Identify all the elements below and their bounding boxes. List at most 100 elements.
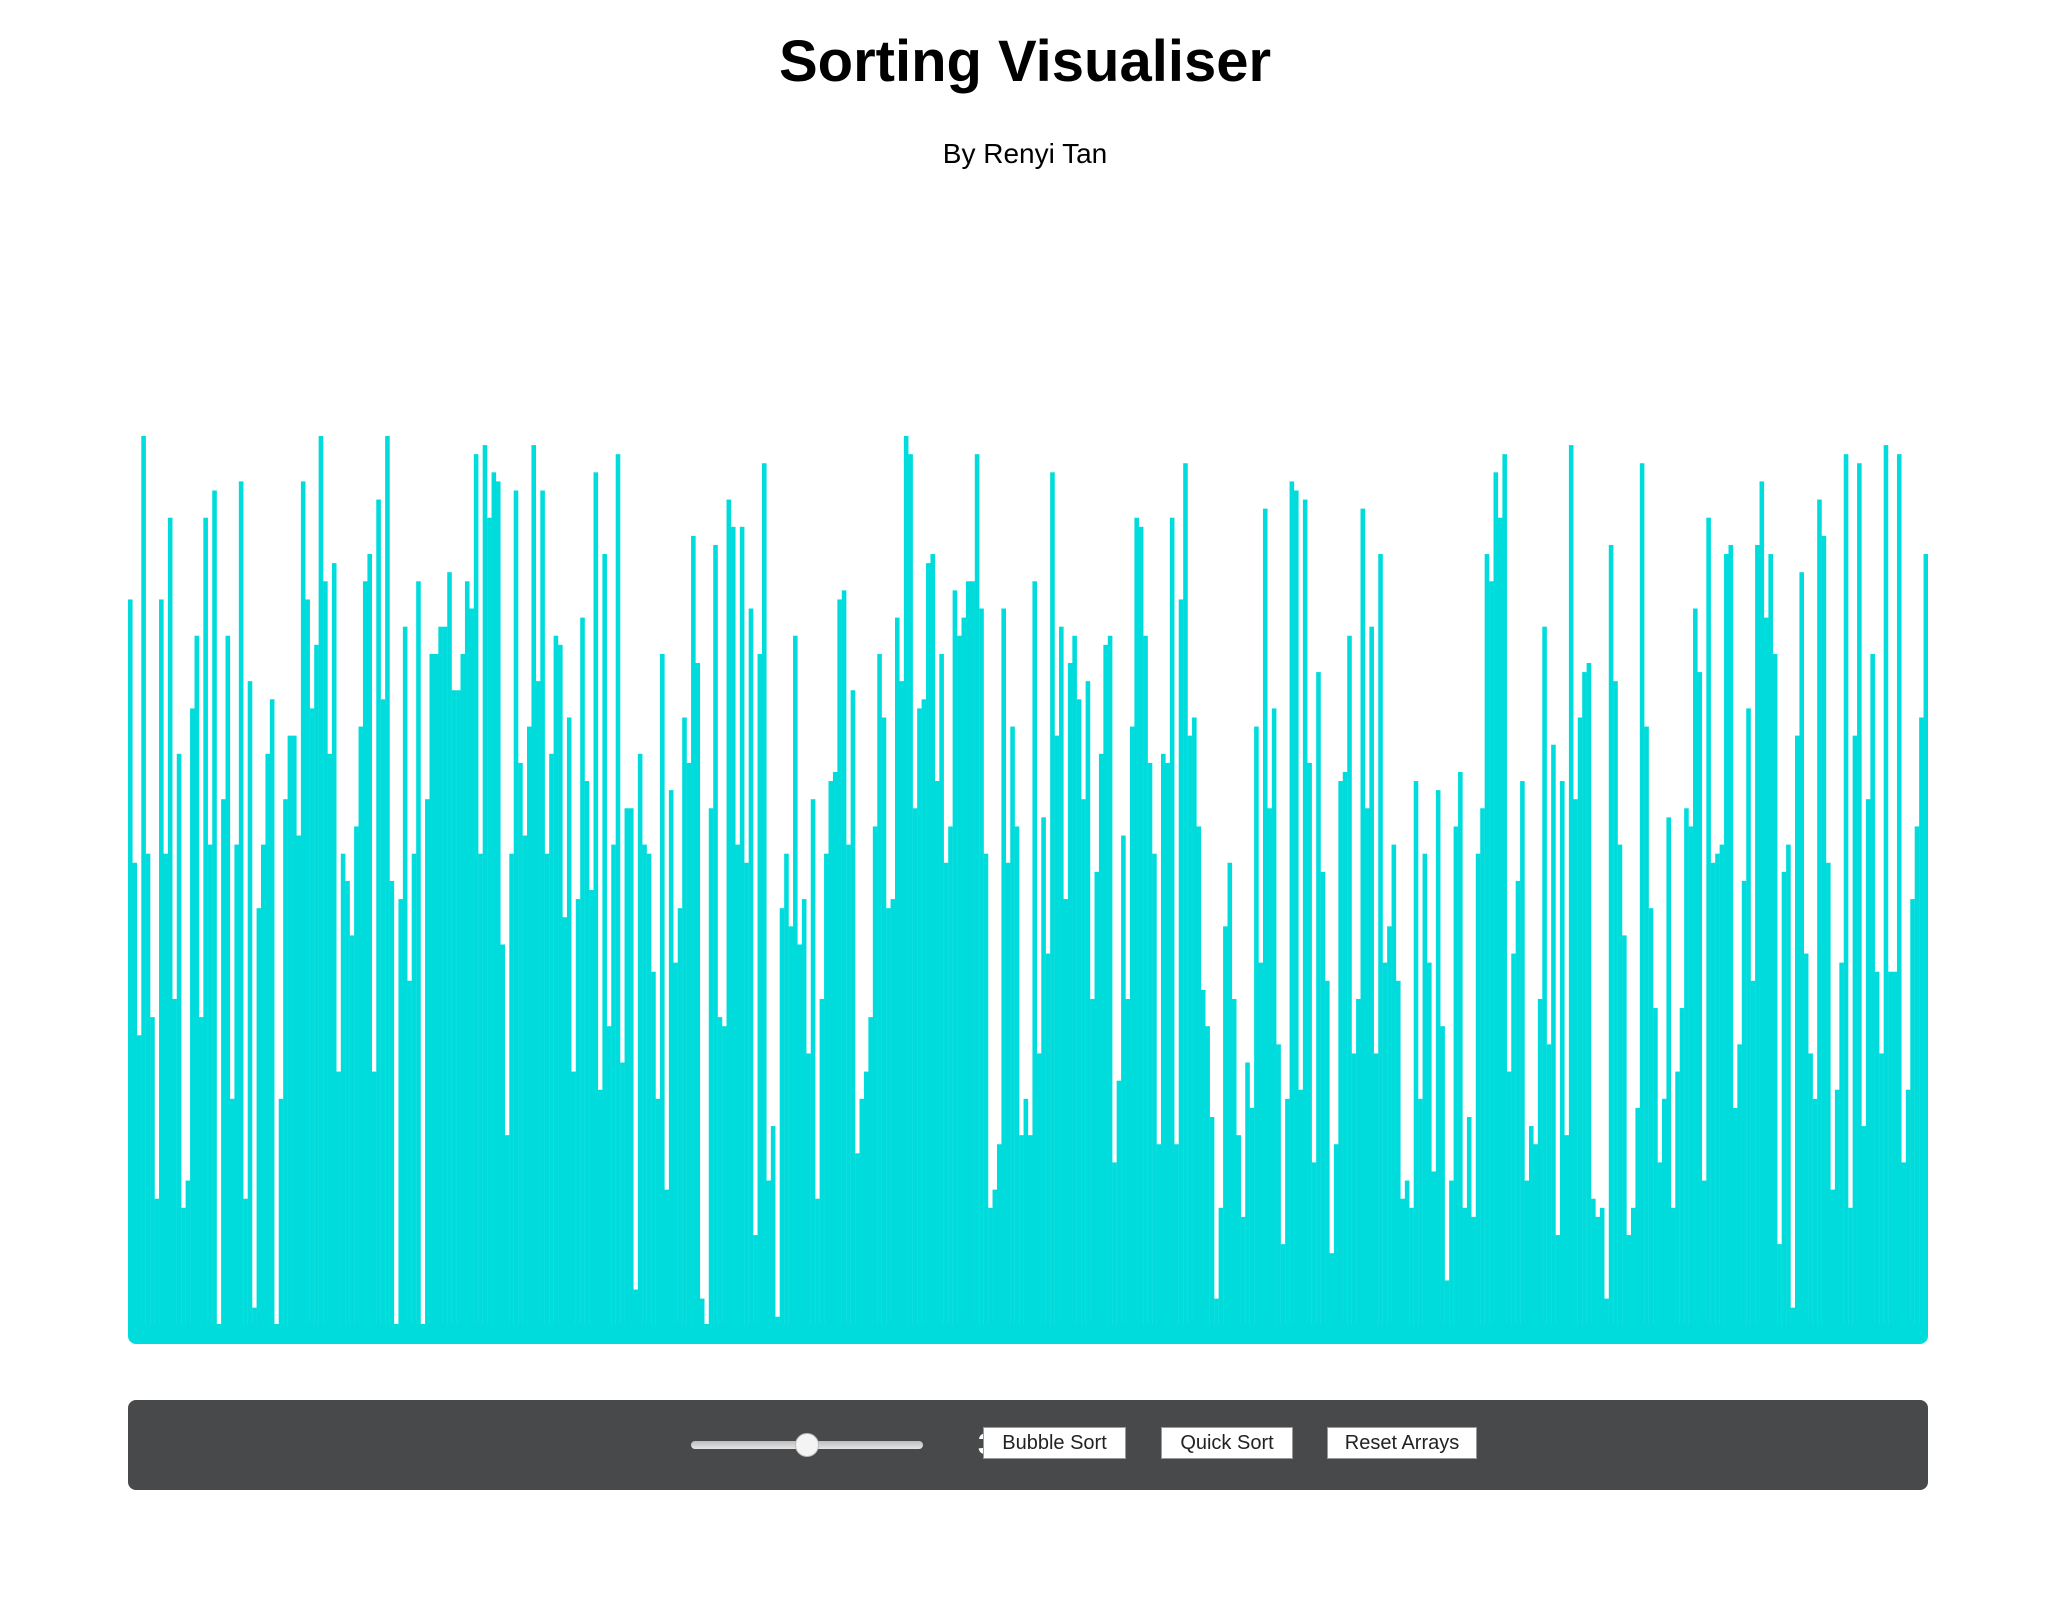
array-bar	[198, 1017, 204, 1336]
array-bar	[1076, 699, 1082, 1336]
array-bar	[761, 463, 767, 1336]
array-bar	[451, 690, 457, 1336]
array-bar	[292, 735, 297, 1336]
array-bar	[1786, 844, 1791, 1336]
array-bar	[1223, 926, 1228, 1336]
array-bar	[793, 635, 798, 1336]
array-bar	[620, 1062, 625, 1336]
array-bar	[243, 1198, 248, 1336]
array-bar	[1205, 1026, 1210, 1336]
array-bar	[606, 1026, 612, 1336]
reset-arrays-button[interactable]: Reset Arrays	[1327, 1427, 1477, 1459]
array-bar	[1329, 1253, 1335, 1336]
array-bar	[1125, 998, 1131, 1336]
quick-sort-button[interactable]: Quick Sort	[1161, 1427, 1293, 1459]
array-bar	[983, 853, 989, 1336]
array-bar	[1072, 635, 1077, 1336]
array-bar	[810, 799, 816, 1336]
array-bar	[1724, 554, 1729, 1336]
array-bar	[438, 626, 443, 1336]
array-bar	[1919, 717, 1924, 1336]
array-bar	[1710, 862, 1716, 1336]
array-bar	[730, 526, 736, 1336]
array-bar	[402, 626, 408, 1336]
array-bar	[345, 880, 350, 1336]
array-bar	[1156, 1144, 1162, 1336]
array-bar	[1121, 835, 1126, 1336]
array-bar	[1879, 1053, 1884, 1336]
array-bar	[247, 681, 253, 1336]
array-bar	[1174, 1144, 1179, 1336]
array-bar	[917, 708, 922, 1336]
array-bar	[1794, 735, 1800, 1336]
array-bar	[628, 808, 634, 1336]
array-bar	[1484, 554, 1490, 1336]
control-bar: 350 Bubble Sort Quick Sort Reset Arrays	[128, 1400, 1928, 1490]
array-bar	[185, 1180, 191, 1336]
array-bar	[1653, 1008, 1658, 1336]
array-bar	[624, 808, 630, 1336]
array-bar	[1364, 808, 1370, 1336]
array-bar	[1511, 953, 1516, 1336]
array-bar	[1369, 626, 1374, 1336]
array-bar	[1648, 908, 1654, 1336]
array-bar	[362, 581, 368, 1336]
array-bar	[1568, 445, 1574, 1336]
array-bar	[1032, 581, 1038, 1336]
array-bar	[1644, 726, 1649, 1336]
array-bar	[1675, 1071, 1680, 1336]
array-bar	[283, 799, 288, 1336]
array-bar	[903, 436, 909, 1336]
array-bar	[1892, 971, 1898, 1336]
array-bar	[1143, 635, 1148, 1336]
array-bar	[385, 436, 390, 1336]
bubble-sort-button[interactable]: Bubble Sort	[983, 1427, 1126, 1459]
array-bar	[141, 436, 146, 1336]
array-bar	[677, 908, 683, 1336]
array-bar	[1028, 1135, 1033, 1336]
array-bar	[815, 1198, 820, 1336]
array-bar	[1209, 1117, 1215, 1336]
array-bar	[1591, 1198, 1596, 1336]
array-bar	[314, 644, 319, 1336]
array-bar	[1435, 790, 1441, 1336]
array-bar	[1506, 1071, 1512, 1336]
array-bar	[389, 880, 395, 1336]
array-bar	[1236, 1135, 1241, 1336]
array-bar	[1054, 735, 1060, 1336]
slider-thumb[interactable]	[795, 1433, 819, 1457]
array-bar	[1826, 862, 1831, 1336]
author-subtitle: By Renyi Tan	[942, 138, 1108, 169]
array-bar	[1670, 1207, 1676, 1336]
array-bar	[433, 653, 439, 1336]
array-bar	[660, 653, 665, 1336]
array-bar	[602, 554, 607, 1336]
array-bar	[788, 926, 794, 1336]
array-bar	[1059, 626, 1064, 1336]
array-bar	[1617, 844, 1623, 1336]
array-bar	[673, 962, 678, 1336]
array-bar	[1772, 653, 1778, 1336]
array-bar	[1874, 971, 1880, 1336]
array-bar	[1666, 817, 1672, 1336]
array-bar	[416, 581, 421, 1336]
array-bar	[1848, 1207, 1853, 1336]
array-bar	[1005, 862, 1011, 1336]
array-bar	[442, 626, 448, 1336]
array-bar	[1400, 1198, 1405, 1336]
array-bar	[682, 717, 687, 1336]
array-size-slider[interactable]	[691, 1433, 923, 1457]
array-bar	[1546, 1044, 1552, 1336]
array-bar	[708, 808, 714, 1336]
array-bar	[1679, 1008, 1685, 1336]
array-bar	[1781, 871, 1787, 1336]
array-bar	[566, 717, 572, 1336]
array-bar	[926, 563, 931, 1336]
array-bar	[1759, 481, 1765, 1336]
array-bar	[1249, 1107, 1255, 1336]
array-bar	[1870, 653, 1875, 1336]
array-bar	[1604, 1298, 1609, 1336]
array-bar	[1635, 1107, 1640, 1336]
array-bar	[1418, 1098, 1423, 1336]
array-bar	[500, 944, 505, 1336]
